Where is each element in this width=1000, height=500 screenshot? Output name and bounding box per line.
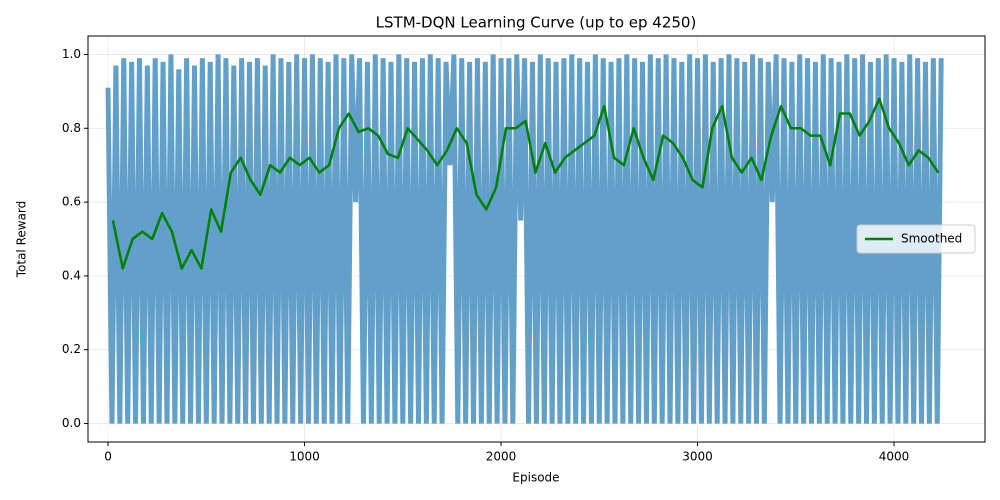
raw-line bbox=[105, 54, 944, 424]
y-tick-label: 0.8 bbox=[62, 121, 81, 135]
legend: Smoothed bbox=[856, 224, 976, 254]
x-tick-label: 2000 bbox=[486, 450, 517, 464]
legend-label: Smoothed bbox=[901, 232, 962, 246]
y-tick-label: 0.4 bbox=[62, 268, 81, 282]
y-axis-label: Total Reward bbox=[15, 201, 29, 279]
x-tick-label: 1000 bbox=[289, 450, 320, 464]
legend-box bbox=[856, 224, 976, 254]
x-tick-label: 0 bbox=[104, 450, 112, 464]
y-tick-label: 1.0 bbox=[62, 47, 81, 61]
y-tick-label: 0.6 bbox=[62, 195, 81, 209]
plot-frame bbox=[87, 35, 986, 443]
x-tick-label: 4000 bbox=[879, 450, 910, 464]
y-tick-label: 0.0 bbox=[62, 416, 81, 430]
y-tick-label: 0.2 bbox=[62, 342, 81, 356]
smoothed-line bbox=[111, 97, 940, 270]
chart-title: LSTM-DQN Learning Curve (up to ep 4250) bbox=[376, 14, 697, 32]
x-axis-label: Episode bbox=[512, 471, 559, 485]
x-tick-label: 3000 bbox=[682, 450, 713, 464]
